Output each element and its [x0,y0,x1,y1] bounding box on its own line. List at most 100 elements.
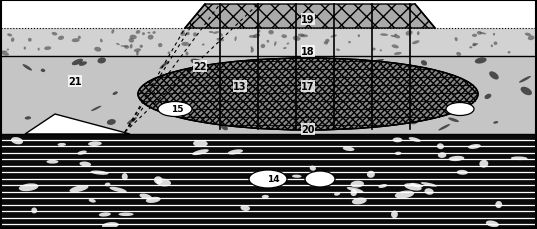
Ellipse shape [473,44,476,47]
Ellipse shape [57,143,66,146]
Ellipse shape [266,41,269,44]
Ellipse shape [424,188,434,195]
Ellipse shape [147,33,150,35]
Ellipse shape [480,160,488,168]
Ellipse shape [456,53,461,57]
Ellipse shape [390,36,395,38]
Ellipse shape [298,34,304,37]
Ellipse shape [244,101,253,107]
Ellipse shape [99,212,111,217]
Ellipse shape [216,112,224,119]
Ellipse shape [216,39,224,42]
Ellipse shape [353,82,359,88]
Ellipse shape [154,177,163,184]
Ellipse shape [305,171,335,187]
Ellipse shape [300,119,314,123]
Ellipse shape [393,138,402,143]
Ellipse shape [422,112,433,117]
Ellipse shape [448,118,459,123]
Ellipse shape [330,35,337,38]
Ellipse shape [122,173,128,180]
Ellipse shape [403,110,410,114]
Text: 22: 22 [193,62,207,72]
Ellipse shape [77,151,87,155]
Ellipse shape [105,183,111,187]
Ellipse shape [252,180,271,185]
Ellipse shape [421,105,432,113]
Ellipse shape [336,49,340,52]
Ellipse shape [380,50,382,52]
Ellipse shape [41,69,45,73]
Ellipse shape [495,201,502,208]
Ellipse shape [448,156,465,161]
Ellipse shape [44,47,51,51]
Ellipse shape [324,42,328,45]
Text: 19: 19 [301,15,315,25]
Ellipse shape [72,60,83,66]
Ellipse shape [28,39,32,42]
Ellipse shape [528,36,535,41]
Ellipse shape [358,35,360,38]
Ellipse shape [193,33,197,38]
Ellipse shape [293,37,301,42]
Ellipse shape [519,77,531,83]
Ellipse shape [420,182,437,187]
Ellipse shape [349,128,353,130]
Ellipse shape [507,52,511,54]
Ellipse shape [274,42,277,47]
Ellipse shape [140,194,152,200]
Ellipse shape [352,198,367,204]
Ellipse shape [90,171,108,175]
Ellipse shape [409,138,421,142]
Ellipse shape [438,125,450,131]
Ellipse shape [124,46,129,49]
Ellipse shape [47,160,59,164]
Ellipse shape [417,32,419,36]
Ellipse shape [337,119,345,126]
Ellipse shape [289,99,300,102]
Ellipse shape [379,184,387,188]
Ellipse shape [159,62,169,69]
Ellipse shape [395,191,414,199]
Ellipse shape [208,105,217,112]
Ellipse shape [253,100,260,104]
Ellipse shape [71,39,79,43]
Ellipse shape [168,52,170,55]
Bar [0,57,537,134]
Text: 18: 18 [301,47,315,57]
Ellipse shape [493,34,495,36]
Ellipse shape [394,35,400,39]
Text: 20: 20 [301,124,315,134]
Ellipse shape [113,92,118,95]
Ellipse shape [291,62,302,67]
Ellipse shape [251,49,254,53]
Ellipse shape [412,41,419,45]
Ellipse shape [438,153,446,158]
Ellipse shape [138,59,478,131]
Ellipse shape [228,150,243,155]
Ellipse shape [274,74,286,79]
Ellipse shape [1,52,9,56]
Ellipse shape [11,137,23,145]
Ellipse shape [58,36,64,41]
Ellipse shape [221,73,230,79]
Ellipse shape [191,59,204,66]
Ellipse shape [52,33,57,36]
Polygon shape [185,5,435,29]
Ellipse shape [127,118,137,125]
Text: 15: 15 [171,105,183,114]
Ellipse shape [347,187,364,193]
Ellipse shape [89,199,96,203]
Ellipse shape [158,102,192,117]
Ellipse shape [91,106,101,112]
Ellipse shape [268,31,274,35]
Ellipse shape [489,72,499,80]
Ellipse shape [79,162,91,167]
Ellipse shape [520,87,532,96]
Ellipse shape [391,211,398,218]
Ellipse shape [343,147,354,151]
Ellipse shape [193,140,208,147]
Ellipse shape [78,37,81,40]
Text: 21: 21 [68,77,82,87]
Ellipse shape [469,47,473,49]
